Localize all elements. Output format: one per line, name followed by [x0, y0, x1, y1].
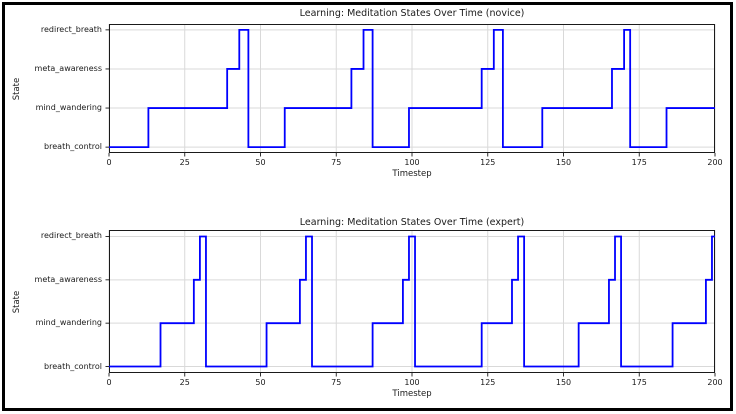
y-tick-label: meta_awareness — [34, 274, 102, 284]
state-step-line — [109, 235, 715, 368]
plot-area-novice: State Timestep breath_control mind_wander… — [12, 24, 723, 179]
x-tick-label: 175 — [631, 378, 647, 387]
x-axis-label-expert: Timestep — [392, 389, 432, 399]
y-tick-label: meta_awareness — [34, 63, 102, 73]
x-tick-label: 50 — [255, 378, 266, 387]
x-axis-label-novice: Timestep — [392, 169, 432, 179]
x-tick-label: 175 — [631, 158, 647, 167]
x-tick-label: 125 — [480, 158, 496, 167]
chart-title-novice: Learning: Meditation States Over Time (n… — [299, 8, 525, 19]
x-tick-label: 200 — [707, 158, 723, 167]
y-tick-label: redirect_breath — [40, 231, 102, 241]
y-tick-label: mind_wandering — [35, 318, 102, 328]
x-tick-label: 200 — [707, 378, 723, 387]
x-tick-label: 150 — [555, 158, 572, 167]
x-tick-label: 75 — [331, 158, 342, 167]
axes-spines — [109, 24, 715, 153]
x-tick-label: 0 — [106, 158, 112, 167]
x-tick-label: 25 — [179, 158, 190, 167]
y-tick-label: redirect_breath — [40, 24, 102, 34]
plot-canvas — [105, 24, 716, 157]
x-tick-label: 25 — [179, 378, 190, 387]
state-step-line — [109, 28, 715, 149]
y-tick-label: breath_control — [44, 142, 102, 152]
x-tick-label: 125 — [480, 378, 496, 387]
chart-title-expert: Learning: Meditation States Over Time (e… — [299, 217, 525, 228]
x-tick-label: 100 — [404, 158, 420, 167]
x-tick-label: 100 — [404, 378, 420, 387]
axes-spines — [109, 230, 715, 373]
x-tick-label: 0 — [106, 378, 112, 387]
y-tick-label: mind_wandering — [35, 103, 102, 113]
y-axis-label-expert: State — [12, 290, 22, 313]
y-tick-label: breath_control — [44, 361, 102, 371]
plot-canvas — [105, 230, 716, 377]
x-tick-label: 150 — [555, 378, 572, 387]
x-tick-label: 75 — [331, 378, 342, 387]
x-tick-label: 50 — [255, 158, 266, 167]
plot-area-expert: State Timestep breath_control mind_wander… — [12, 230, 723, 399]
